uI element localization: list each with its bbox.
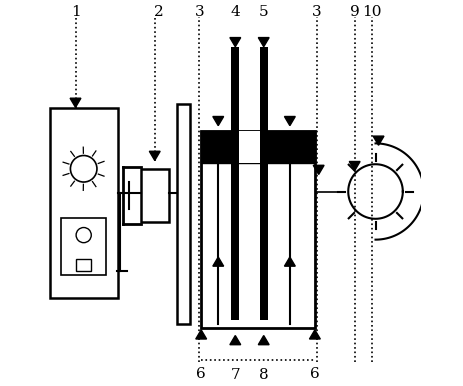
Bar xyxy=(231,47,239,320)
Text: 6: 6 xyxy=(310,367,320,381)
Bar xyxy=(201,131,315,163)
Text: 8: 8 xyxy=(259,368,269,382)
Bar xyxy=(76,259,91,271)
Polygon shape xyxy=(213,257,224,266)
Polygon shape xyxy=(70,98,81,107)
Polygon shape xyxy=(258,335,269,345)
Text: 3: 3 xyxy=(194,5,204,19)
Bar xyxy=(239,131,260,163)
Polygon shape xyxy=(349,161,360,171)
Circle shape xyxy=(70,156,97,182)
Text: 4: 4 xyxy=(231,5,240,19)
Text: 7: 7 xyxy=(231,368,240,382)
Text: 6: 6 xyxy=(196,367,206,381)
Text: 5: 5 xyxy=(259,5,269,19)
Polygon shape xyxy=(196,330,206,339)
Bar xyxy=(61,218,106,275)
Text: 1: 1 xyxy=(71,5,81,19)
Polygon shape xyxy=(258,37,269,47)
Text: 9: 9 xyxy=(350,5,360,19)
Polygon shape xyxy=(309,330,320,339)
Text: 3: 3 xyxy=(312,5,322,19)
Bar xyxy=(50,108,118,298)
Bar xyxy=(176,104,190,324)
Circle shape xyxy=(76,227,91,243)
Polygon shape xyxy=(373,136,384,145)
Bar xyxy=(260,47,268,320)
Bar xyxy=(201,131,315,328)
Polygon shape xyxy=(230,335,241,345)
Polygon shape xyxy=(213,117,224,126)
Polygon shape xyxy=(230,37,241,47)
Text: 10: 10 xyxy=(362,5,382,19)
Polygon shape xyxy=(284,257,295,266)
Polygon shape xyxy=(313,165,324,174)
Polygon shape xyxy=(150,151,160,161)
Text: 2: 2 xyxy=(154,5,163,19)
Bar xyxy=(141,169,169,222)
Polygon shape xyxy=(284,117,295,126)
